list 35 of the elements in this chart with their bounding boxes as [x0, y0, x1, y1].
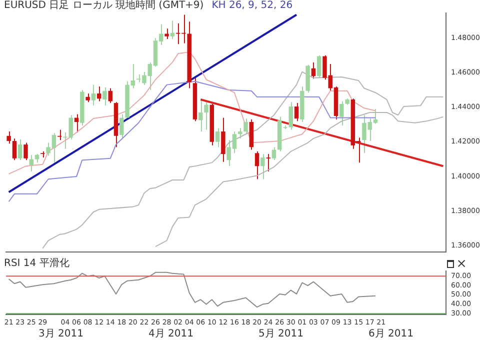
- candlestick: [164, 28, 169, 40]
- candlestick: [294, 102, 299, 122]
- text: 3月 2011: [38, 328, 84, 340]
- candlestick: [288, 102, 293, 130]
- candlestick: [102, 86, 107, 106]
- candlestick: [91, 84, 96, 106]
- chart-title: EURUSD 日足 ローカル 現地時間 (GMT+9): [4, 0, 204, 11]
- candlestick: [238, 128, 242, 139]
- candlestick: [266, 154, 270, 172]
- candlestick: [316, 54, 322, 78]
- candlestick: [244, 118, 248, 135]
- candlestick: [18, 138, 22, 161]
- candlestick: [260, 154, 265, 180]
- candlestick: [204, 102, 208, 130]
- candlestick: [221, 117, 226, 162]
- candlestick: [254, 150, 260, 180]
- text: 4月 2011: [148, 328, 194, 340]
- candlestick: [12, 138, 17, 161]
- candlestick: [340, 100, 344, 126]
- candlestick: [24, 142, 28, 161]
- candlestick: [272, 146, 276, 161]
- candlestick: [6, 131, 11, 144]
- chart-subtitle: KH 26, 9, 52, 26: [212, 0, 293, 11]
- text: 5月 2011: [258, 328, 304, 340]
- candlestick: [108, 88, 112, 104]
- chart-title: RSI 14 平滑化: [4, 258, 70, 270]
- candlestick: [96, 86, 102, 102]
- candlestick: [74, 114, 79, 133]
- candlestick: [311, 62, 316, 80]
- candlestick: [215, 128, 220, 148]
- candlestick: [29, 154, 34, 172]
- candlestick: [198, 98, 203, 132]
- candlestick: [170, 20, 175, 40]
- candlestick: [120, 114, 124, 138]
- text: 6月 2011: [368, 328, 414, 340]
